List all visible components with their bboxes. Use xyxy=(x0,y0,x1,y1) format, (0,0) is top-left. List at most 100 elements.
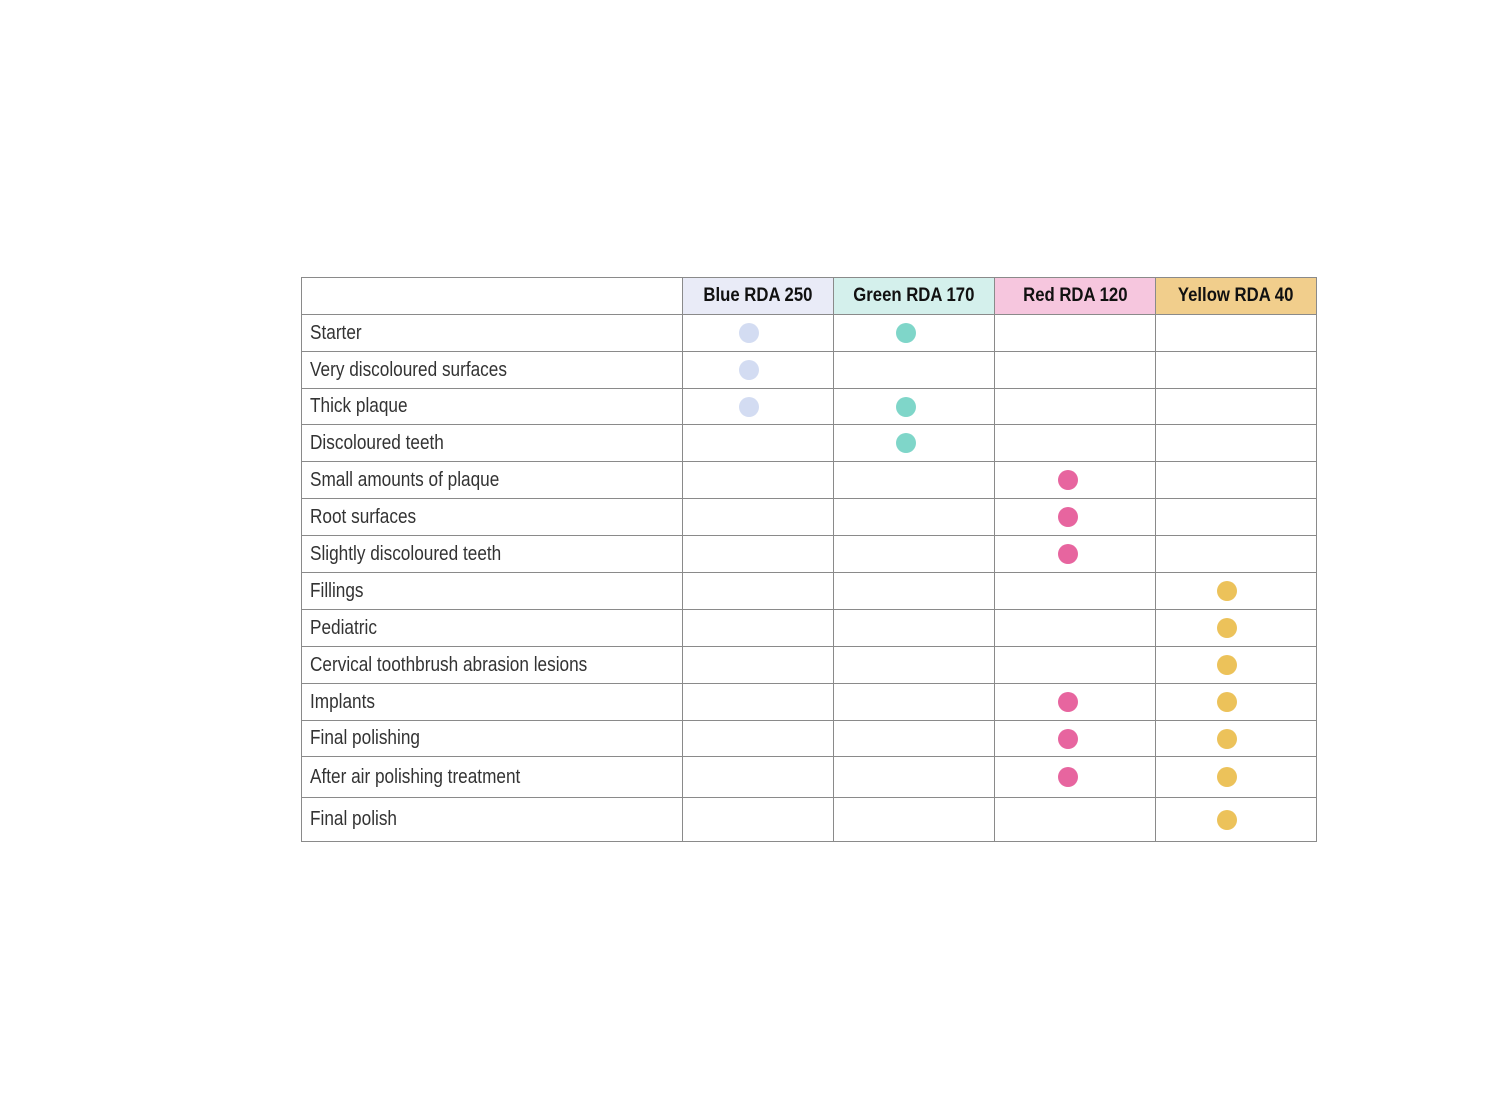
column-header-yellow-rda-40: Yellow RDA 40 xyxy=(1155,277,1317,315)
table-row: After air polishing treatment xyxy=(301,756,1317,798)
mark-dot-red-rda-120 xyxy=(1058,470,1078,490)
mark-cell-blue-rda-250 xyxy=(682,388,834,425)
mark-cell-green-rda-170 xyxy=(833,388,995,425)
row-label-cell: Final polishing xyxy=(301,720,683,757)
mark-cell-blue-rda-250 xyxy=(682,646,834,684)
mark-cell-yellow-rda-40 xyxy=(1155,797,1317,842)
mark-cell-yellow-rda-40 xyxy=(1155,535,1317,573)
mark-cell-blue-rda-250 xyxy=(682,351,834,389)
column-header-green-rda-170: Green RDA 170 xyxy=(833,277,995,315)
row-label-cell: Slightly discoloured teeth xyxy=(301,535,683,573)
mark-cell-red-rda-120 xyxy=(994,572,1156,610)
mark-cell-red-rda-120 xyxy=(994,683,1156,721)
row-label: Implants xyxy=(310,690,376,713)
column-header-red-rda-120: Red RDA 120 xyxy=(994,277,1156,315)
mark-cell-green-rda-170 xyxy=(833,535,995,573)
mark-cell-yellow-rda-40 xyxy=(1155,683,1317,721)
mark-dot-yellow-rda-40 xyxy=(1217,809,1237,830)
mark-cell-blue-rda-250 xyxy=(682,609,834,647)
mark-dot-red-rda-120 xyxy=(1058,507,1078,527)
mark-dot-blue-rda-250 xyxy=(739,396,759,417)
column-header-label: Red RDA 120 xyxy=(1022,285,1128,306)
row-label: Thick plaque xyxy=(310,395,408,417)
mark-cell-red-rda-120 xyxy=(994,756,1156,798)
column-header-label: Yellow RDA 40 xyxy=(1178,285,1294,306)
row-label-cell: Discoloured teeth xyxy=(301,424,683,462)
mark-cell-green-rda-170 xyxy=(833,683,995,721)
mark-dot-red-rda-120 xyxy=(1058,728,1078,749)
row-label: Small amounts of plaque xyxy=(310,468,500,491)
row-label: Fillings xyxy=(310,579,364,602)
mark-cell-yellow-rda-40 xyxy=(1155,388,1317,425)
mark-cell-blue-rda-250 xyxy=(682,535,834,573)
mark-dot-yellow-rda-40 xyxy=(1217,767,1237,787)
mark-dot-yellow-rda-40 xyxy=(1217,692,1237,712)
mark-cell-green-rda-170 xyxy=(833,609,995,647)
mark-cell-yellow-rda-40 xyxy=(1155,572,1317,610)
row-label-cell: Thick plaque xyxy=(301,388,683,425)
table-row: Starter xyxy=(301,314,1317,352)
row-label: Final polishing xyxy=(310,727,420,749)
table-row: Slightly discoloured teeth xyxy=(301,535,1317,573)
mark-cell-red-rda-120 xyxy=(994,535,1156,573)
mark-cell-red-rda-120 xyxy=(994,646,1156,684)
mark-cell-red-rda-120 xyxy=(994,797,1156,842)
row-label: Root surfaces xyxy=(310,505,417,528)
table-row: Final polishing xyxy=(301,720,1317,757)
column-header-blue-rda-250: Blue RDA 250 xyxy=(682,277,834,315)
mark-dot-yellow-rda-40 xyxy=(1217,581,1237,601)
mark-cell-blue-rda-250 xyxy=(682,683,834,721)
row-label: Slightly discoloured teeth xyxy=(310,542,502,565)
table-row: Cervical toothbrush abrasion lesions xyxy=(301,646,1317,684)
row-label-cell: Very discoloured surfaces xyxy=(301,351,683,389)
mark-cell-yellow-rda-40 xyxy=(1155,609,1317,647)
mark-cell-green-rda-170 xyxy=(833,572,995,610)
row-label-cell: Final polish xyxy=(301,797,683,842)
mark-dot-green-rda-170 xyxy=(896,433,916,453)
mark-cell-green-rda-170 xyxy=(833,797,995,842)
table-row: Discoloured teeth xyxy=(301,424,1317,462)
mark-cell-green-rda-170 xyxy=(833,424,995,462)
mark-dot-yellow-rda-40 xyxy=(1217,728,1237,749)
mark-cell-yellow-rda-40 xyxy=(1155,646,1317,684)
column-header-label: Green RDA 170 xyxy=(853,285,975,306)
mark-cell-green-rda-170 xyxy=(833,756,995,798)
mark-cell-red-rda-120 xyxy=(994,720,1156,757)
row-label-cell: After air polishing treatment xyxy=(301,756,683,798)
mark-dot-green-rda-170 xyxy=(896,323,916,343)
table-row: Fillings xyxy=(301,572,1317,610)
mark-dot-blue-rda-250 xyxy=(739,323,759,343)
table-row: Small amounts of plaque xyxy=(301,461,1317,499)
row-label: Very discoloured surfaces xyxy=(310,358,507,381)
mark-cell-green-rda-170 xyxy=(833,720,995,757)
row-label: Discoloured teeth xyxy=(310,431,444,454)
table-header-row: Blue RDA 250 Green RDA 170 Red RDA 120 Yell… xyxy=(301,277,1317,315)
mark-dot-red-rda-120 xyxy=(1058,692,1078,712)
table-row: Pediatric xyxy=(301,609,1317,647)
table-row: Very discoloured surfaces xyxy=(301,351,1317,389)
mark-cell-yellow-rda-40 xyxy=(1155,720,1317,757)
mark-dot-red-rda-120 xyxy=(1058,767,1078,787)
row-label: Pediatric xyxy=(310,616,377,639)
mark-cell-red-rda-120 xyxy=(994,461,1156,499)
mark-cell-yellow-rda-40 xyxy=(1155,498,1317,536)
row-label-cell: Cervical toothbrush abrasion lesions xyxy=(301,646,683,684)
mark-dot-blue-rda-250 xyxy=(739,360,759,380)
mark-cell-red-rda-120 xyxy=(994,351,1156,389)
mark-cell-blue-rda-250 xyxy=(682,424,834,462)
header-corner-cell xyxy=(301,277,683,315)
mark-cell-blue-rda-250 xyxy=(682,756,834,798)
mark-cell-blue-rda-250 xyxy=(682,461,834,499)
row-label-cell: Root surfaces xyxy=(301,498,683,536)
mark-cell-yellow-rda-40 xyxy=(1155,314,1317,352)
row-label-cell: Starter xyxy=(301,314,683,352)
mark-cell-blue-rda-250 xyxy=(682,314,834,352)
mark-dot-yellow-rda-40 xyxy=(1217,655,1237,675)
mark-cell-yellow-rda-40 xyxy=(1155,424,1317,462)
mark-cell-green-rda-170 xyxy=(833,351,995,389)
mark-cell-red-rda-120 xyxy=(994,609,1156,647)
mark-cell-yellow-rda-40 xyxy=(1155,756,1317,798)
mark-cell-blue-rda-250 xyxy=(682,572,834,610)
mark-cell-blue-rda-250 xyxy=(682,498,834,536)
rda-usage-table: Blue RDA 250 Green RDA 170 Red RDA 120 Yell… xyxy=(301,277,1317,842)
